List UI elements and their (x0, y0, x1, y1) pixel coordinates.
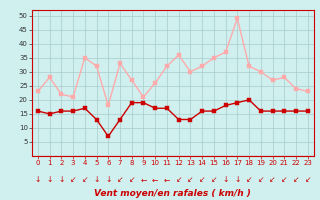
Text: ↙: ↙ (246, 175, 252, 184)
Text: ↙: ↙ (82, 175, 88, 184)
Text: ↓: ↓ (222, 175, 229, 184)
Text: ↓: ↓ (35, 175, 41, 184)
Text: ↓: ↓ (58, 175, 65, 184)
Text: ↓: ↓ (105, 175, 111, 184)
Text: ↙: ↙ (175, 175, 182, 184)
Text: ↙: ↙ (305, 175, 311, 184)
Text: ↙: ↙ (258, 175, 264, 184)
Text: ←: ← (140, 175, 147, 184)
Text: ↙: ↙ (129, 175, 135, 184)
Text: ↙: ↙ (187, 175, 194, 184)
Text: ←: ← (164, 175, 170, 184)
Text: ↙: ↙ (117, 175, 123, 184)
Text: ↙: ↙ (293, 175, 299, 184)
Text: ↙: ↙ (269, 175, 276, 184)
Text: ↓: ↓ (93, 175, 100, 184)
Text: ←: ← (152, 175, 158, 184)
Text: ↙: ↙ (211, 175, 217, 184)
Text: ↓: ↓ (234, 175, 241, 184)
Text: ↙: ↙ (281, 175, 287, 184)
Text: ↙: ↙ (70, 175, 76, 184)
Text: ↙: ↙ (199, 175, 205, 184)
Text: Vent moyen/en rafales ( km/h ): Vent moyen/en rafales ( km/h ) (94, 189, 251, 198)
Text: ↓: ↓ (46, 175, 53, 184)
